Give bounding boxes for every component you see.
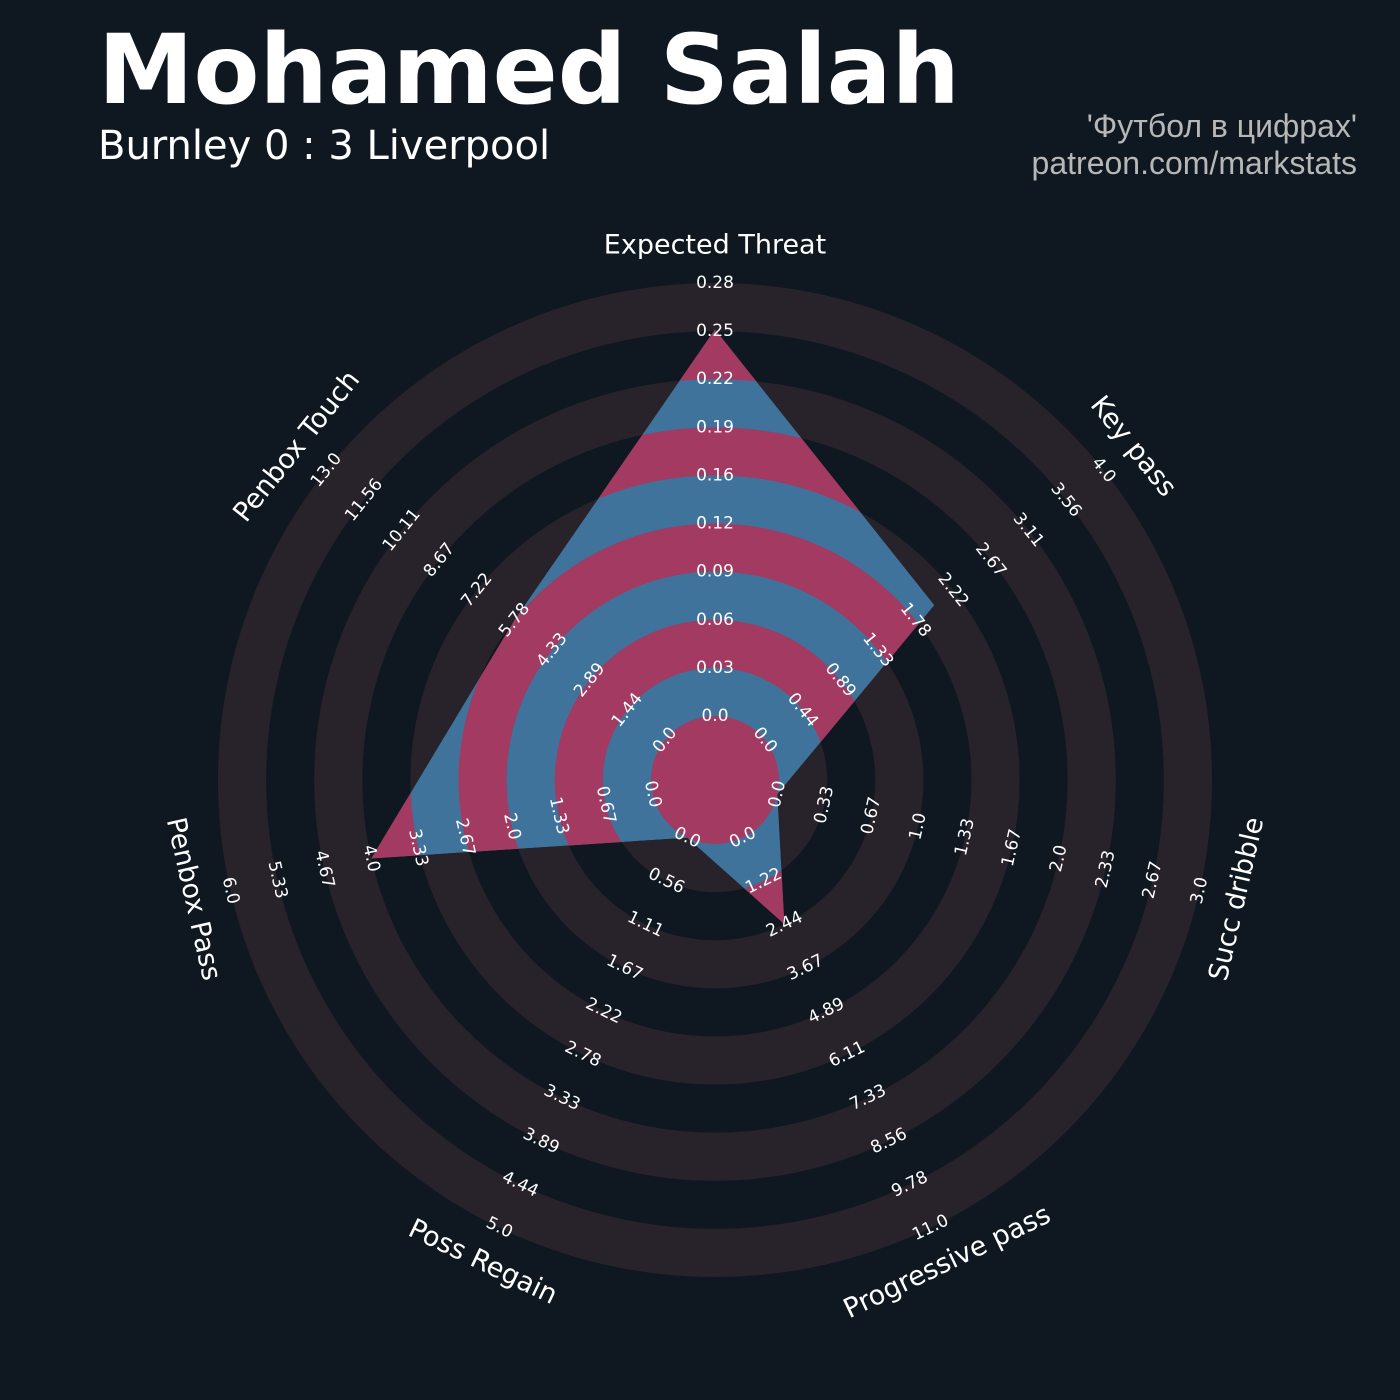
axis-label: Succ dribble xyxy=(1203,814,1270,983)
tick-label: 0.28 xyxy=(696,273,734,293)
tick-label: 0.09 xyxy=(696,562,734,582)
tick-label: 0.25 xyxy=(696,321,734,341)
credit-line-1: 'Футбол в цифрах' xyxy=(1086,108,1357,144)
polygon-center-band xyxy=(651,716,779,844)
axis-label: Expected Threat xyxy=(604,230,826,261)
credit: 'Футбол в цифрах' patreon.com/markstats xyxy=(1032,108,1357,182)
player-polygon xyxy=(371,329,935,925)
tick-label: 0.16 xyxy=(696,465,734,485)
tick-label: 0.06 xyxy=(696,610,734,630)
tick-label: 0.0 xyxy=(701,706,728,726)
player-name: Mohamed Salah xyxy=(98,14,960,126)
credit-line-2: patreon.com/markstats xyxy=(1031,144,1357,181)
tick-label: 0.12 xyxy=(696,514,734,534)
axis-label: Penbox Pass xyxy=(160,815,227,984)
tick-label: 0.22 xyxy=(696,369,734,389)
match-score: Burnley 0 : 3 Liverpool xyxy=(98,123,551,169)
tick-label: 0.03 xyxy=(696,658,734,678)
tick-label: 0.19 xyxy=(696,417,734,437)
